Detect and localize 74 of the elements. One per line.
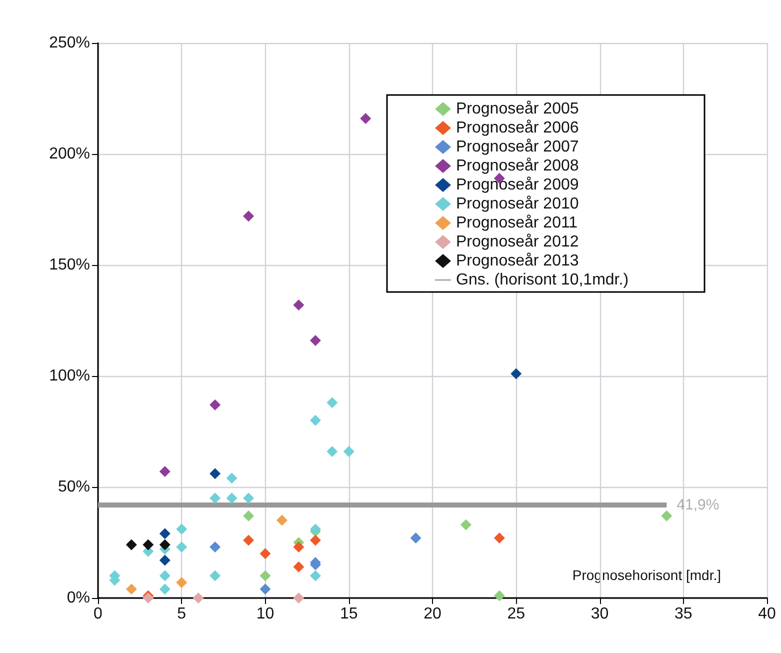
- point: [276, 514, 288, 526]
- point: [260, 548, 271, 560]
- x-axis-title: Prognosehorisont [mdr.]: [572, 567, 722, 583]
- x-tick-label: 25: [507, 606, 526, 622]
- x-tick-label: 15: [340, 606, 358, 622]
- x-tick-label: 30: [590, 606, 609, 622]
- point: [159, 570, 170, 582]
- x-tick-label: 5: [177, 606, 186, 622]
- point: [192, 592, 204, 604]
- point: [226, 472, 238, 484]
- point: [661, 510, 672, 522]
- legend-label: Gns. (horisont 10,1mdr.): [456, 272, 629, 288]
- legend-label: Prognoseår 2012: [456, 234, 579, 250]
- point: [293, 592, 304, 604]
- point: [510, 368, 522, 380]
- legend-label: Prognoseår 2007: [456, 138, 579, 156]
- x-tick-label: 10: [256, 606, 274, 622]
- point: [176, 541, 188, 552]
- point: [210, 468, 221, 480]
- legend-label: Prognoseår 2005: [456, 100, 579, 118]
- point: [210, 541, 221, 552]
- point: [126, 539, 137, 550]
- point: [243, 510, 254, 522]
- point: [460, 519, 472, 530]
- x-tick-label: 20: [424, 606, 442, 622]
- legend-label: Prognoseår 2011: [456, 214, 578, 232]
- y-tick-label: 0%: [66, 590, 90, 606]
- legend-label: Prognoseår 2006: [456, 120, 579, 136]
- point: [243, 534, 254, 546]
- point: [159, 584, 170, 595]
- annotation: 41,9%: [676, 496, 720, 514]
- point: [494, 590, 505, 602]
- point: [142, 539, 154, 550]
- point: [293, 299, 304, 310]
- point: [360, 112, 372, 124]
- point: [494, 532, 505, 544]
- point: [159, 539, 170, 550]
- point: [260, 570, 271, 582]
- x-tick-label: 0: [94, 606, 103, 622]
- point: [126, 584, 137, 595]
- point: [293, 561, 304, 572]
- y-tick-label: 50%: [58, 478, 90, 496]
- point: [159, 466, 170, 477]
- point: [159, 554, 170, 566]
- point: [293, 541, 304, 552]
- point: [310, 534, 321, 546]
- point: [210, 492, 221, 504]
- point: [159, 528, 170, 540]
- point: [410, 532, 422, 544]
- x-tick-label: 35: [674, 606, 692, 622]
- point: [226, 492, 238, 504]
- point: [176, 576, 188, 588]
- legend-label: Prognoseår 2009: [456, 176, 579, 194]
- point: [243, 210, 254, 222]
- legend-label: Prognoseår 2008: [456, 158, 579, 174]
- legend-label: Prognoseår 2010: [456, 196, 579, 212]
- point: [343, 446, 354, 457]
- point: [176, 524, 188, 535]
- y-tick-label: 150%: [49, 256, 90, 274]
- point: [260, 584, 271, 595]
- x-tick-label: 40: [758, 606, 776, 622]
- point: [210, 570, 221, 582]
- point: [142, 592, 154, 604]
- y-tick-label: 100%: [49, 368, 90, 384]
- point: [310, 334, 321, 346]
- point: [310, 570, 321, 582]
- y-tick-label: 250%: [49, 34, 90, 52]
- y-tick-label: 200%: [49, 146, 90, 162]
- point: [326, 446, 338, 457]
- point: [210, 399, 221, 410]
- point: [243, 492, 254, 504]
- legend-label: Prognoseår 2013: [456, 252, 579, 270]
- point: [310, 414, 321, 426]
- point: [326, 397, 338, 408]
